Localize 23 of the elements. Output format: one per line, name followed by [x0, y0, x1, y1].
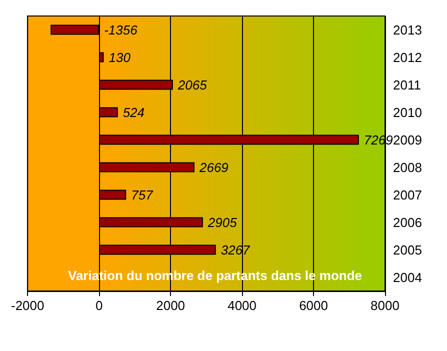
y-tick-label: 2012 [393, 50, 422, 65]
data-label: -1356 [104, 22, 138, 38]
data-label: 2669 [198, 160, 228, 175]
x-tick-label: 2000 [156, 298, 186, 313]
x-tick-label: -2000 [11, 298, 44, 313]
y-tick-label: 2004 [393, 270, 422, 285]
y-tick-label: 2005 [393, 242, 422, 258]
y-tick-label: 2006 [393, 214, 422, 230]
y-tick-label: 2010 [393, 104, 422, 120]
y-tick-label: 2013 [393, 22, 422, 38]
y-tick-label: 2011 [393, 77, 421, 92]
data-label: 2065 [176, 77, 208, 92]
data-label: 130 [108, 50, 132, 65]
x-tick-label: 0 [95, 298, 103, 313]
x-tick-label: 8000 [370, 298, 400, 313]
data-label: 524 [122, 104, 145, 120]
y-tick-label: 2008 [393, 160, 422, 175]
x-tick-label: 6000 [299, 298, 328, 313]
x-tick-label: 4000 [228, 298, 257, 313]
y-tick-label: 2009 [393, 132, 422, 148]
data-label: 2905 [206, 214, 238, 230]
y-tick-label: 2007 [393, 187, 422, 202]
data-label: 757 [131, 187, 154, 202]
